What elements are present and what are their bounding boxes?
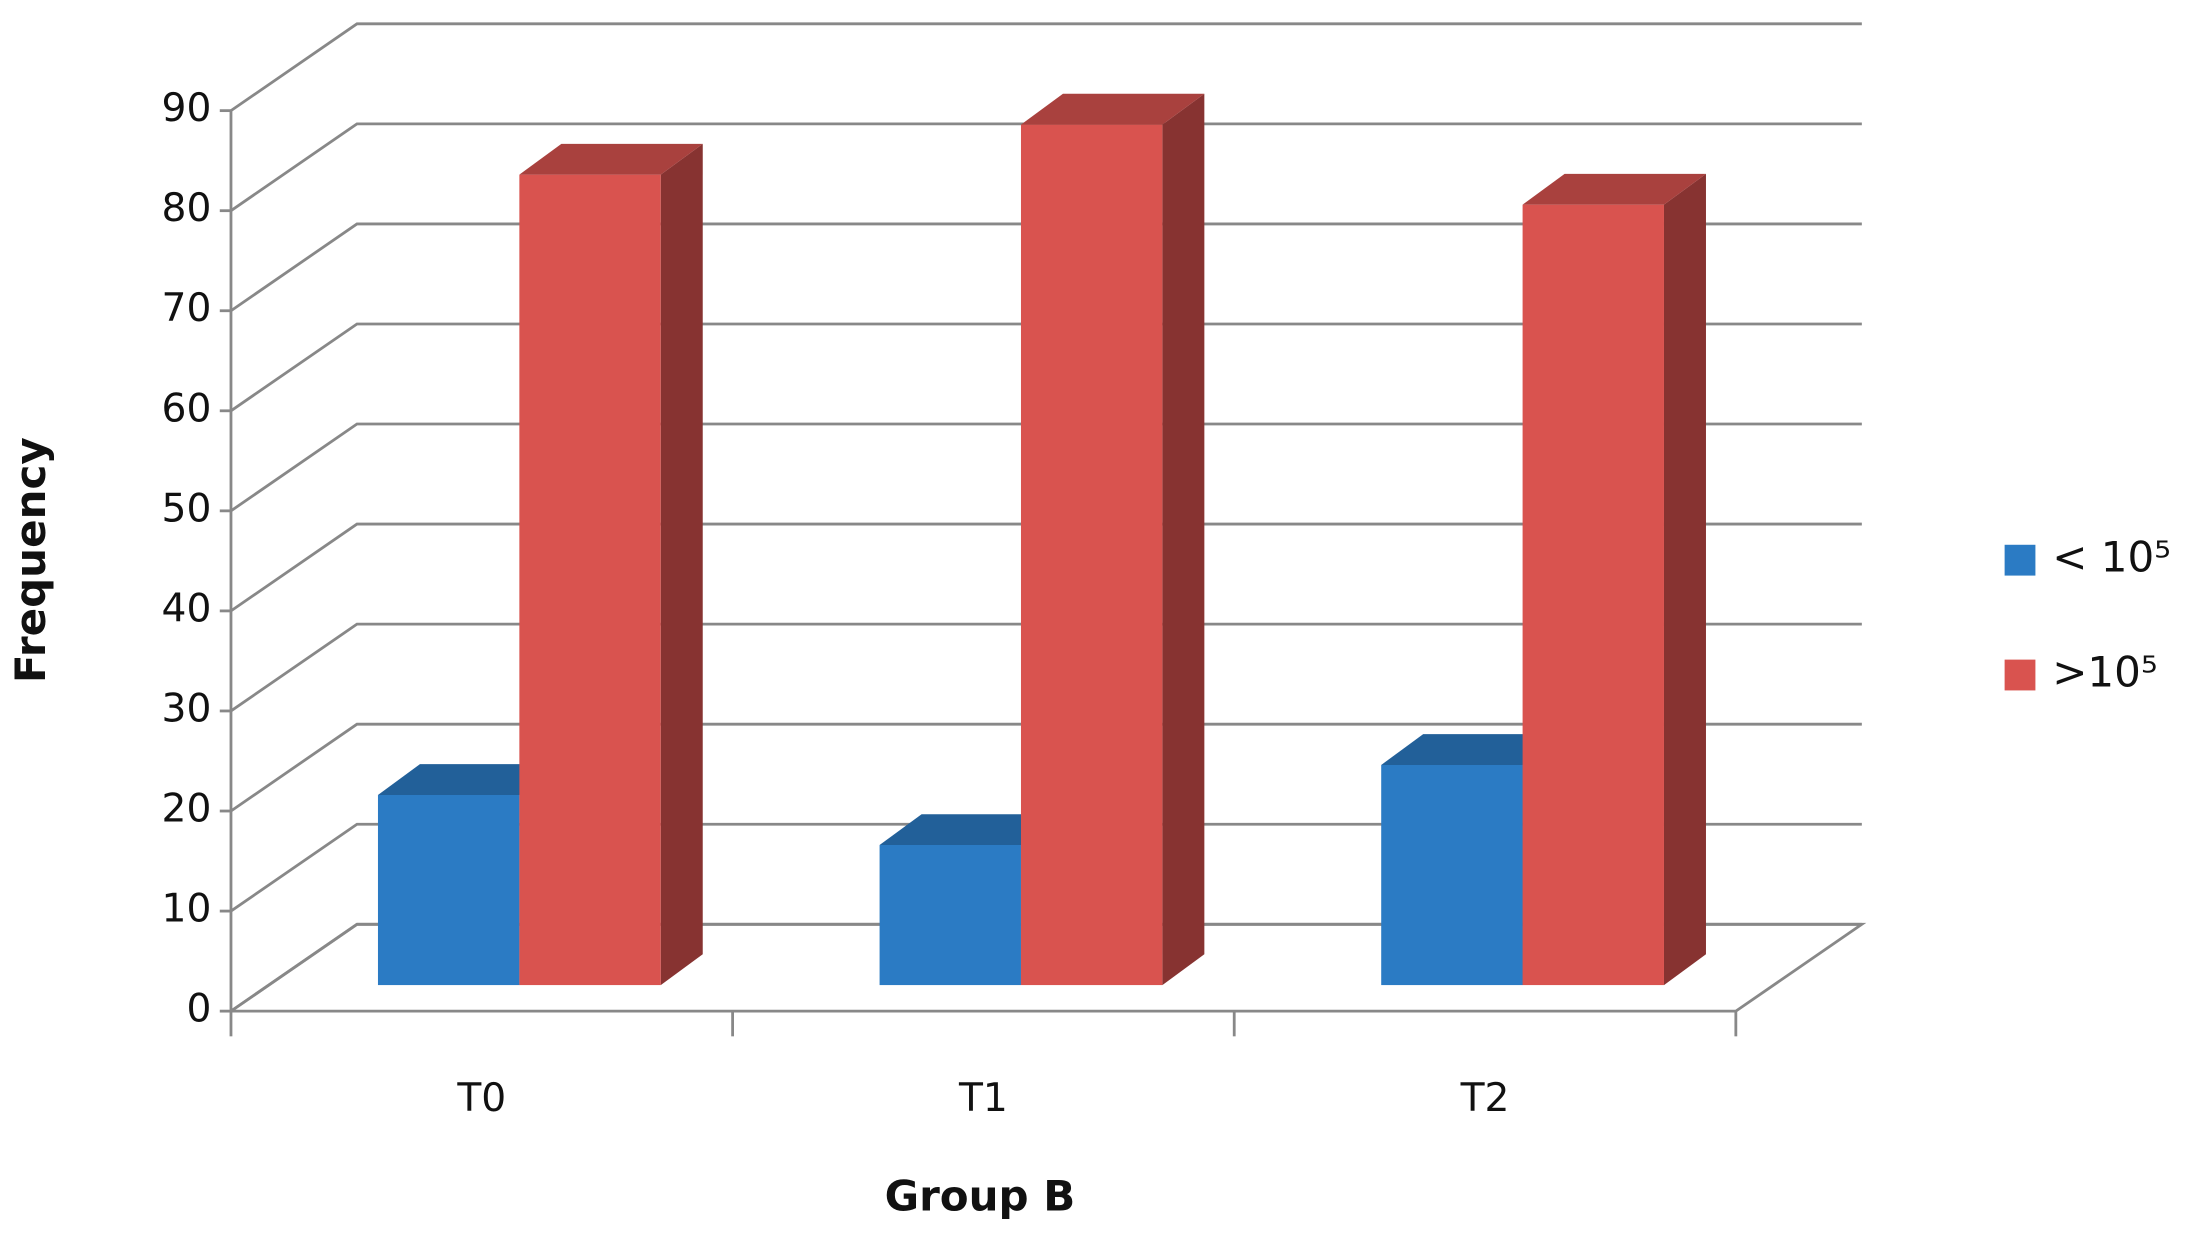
- bar-side: [1162, 93, 1205, 986]
- bar-top: [519, 143, 703, 175]
- y-tick-label: 0: [186, 987, 211, 1032]
- bar: [1381, 764, 1523, 986]
- legend-swatch: [2004, 544, 2036, 576]
- y-tick-label: 80: [162, 186, 212, 231]
- x-tick-label: T2: [1460, 1076, 1510, 1121]
- x-tick-label: T1: [958, 1076, 1008, 1121]
- grid-line: [230, 622, 1862, 713]
- y-tick-label: 20: [162, 787, 212, 832]
- legend-label: >10⁵: [2052, 648, 2157, 697]
- x-tick-label: T0: [456, 1076, 506, 1121]
- y-tick-label: 30: [162, 686, 212, 731]
- bar-top: [879, 814, 1063, 846]
- bar: [1020, 124, 1163, 986]
- y-tick-label: 60: [162, 386, 212, 431]
- grid-line: [230, 422, 1862, 513]
- legend-label: < 10⁵: [2052, 533, 2171, 582]
- bar: [377, 794, 520, 986]
- y-tick-label: 10: [162, 887, 212, 932]
- y-tick-label: 40: [162, 586, 212, 631]
- bar-top: [377, 764, 562, 795]
- bar-top: [1381, 734, 1565, 765]
- grid-line: [230, 22, 1862, 112]
- grid-line: [230, 722, 1862, 813]
- bar-top: [1020, 93, 1205, 125]
- bar-side: [660, 143, 703, 986]
- grid-line: [230, 222, 1862, 312]
- bar: [519, 174, 661, 986]
- grid-line: [230, 822, 1862, 913]
- bar-top: [1522, 173, 1706, 205]
- grid-line: [230, 922, 1862, 1013]
- y-axis-title: Frequency: [6, 437, 55, 683]
- bar-side: [1663, 173, 1706, 986]
- grid-line: [230, 122, 1862, 212]
- x-axis-title: Group B: [885, 1171, 1076, 1220]
- bar: [879, 845, 1021, 986]
- grid-line: [230, 322, 1862, 412]
- y-tick-label: 50: [162, 486, 212, 531]
- bar: [1522, 204, 1664, 986]
- grid-line: [230, 522, 1862, 613]
- y-tick-label: 70: [162, 286, 212, 331]
- legend-swatch: [2004, 659, 2036, 691]
- y-tick-label: 90: [162, 86, 212, 131]
